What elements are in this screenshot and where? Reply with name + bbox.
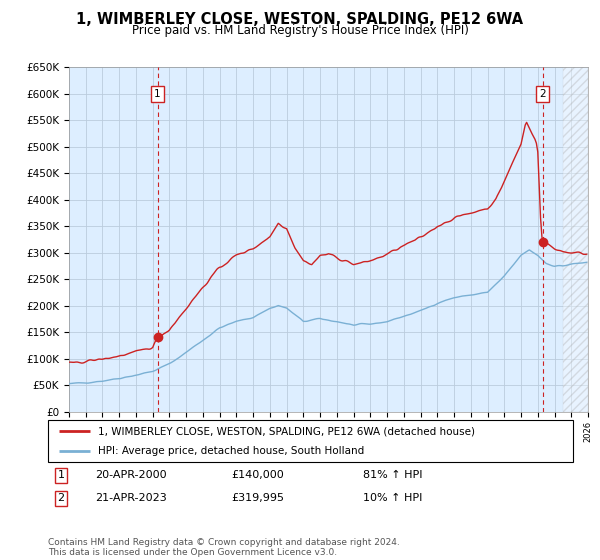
Text: 1, WIMBERLEY CLOSE, WESTON, SPALDING, PE12 6WA: 1, WIMBERLEY CLOSE, WESTON, SPALDING, PE… [76,12,524,27]
Text: 1, WIMBERLEY CLOSE, WESTON, SPALDING, PE12 6WA (detached house): 1, WIMBERLEY CLOSE, WESTON, SPALDING, PE… [98,426,475,436]
Text: 1: 1 [58,470,65,480]
Text: 10% ↑ HPI: 10% ↑ HPI [363,493,422,503]
Text: 2: 2 [539,88,546,99]
Text: £319,995: £319,995 [232,493,285,503]
Text: 2: 2 [58,493,65,503]
Text: 81% ↑ HPI: 81% ↑ HPI [363,470,422,480]
Text: HPI: Average price, detached house, South Holland: HPI: Average price, detached house, Sout… [98,446,364,456]
Text: Contains HM Land Registry data © Crown copyright and database right 2024.
This d: Contains HM Land Registry data © Crown c… [48,538,400,557]
Text: 1: 1 [154,88,161,99]
Text: 20-APR-2000: 20-APR-2000 [95,470,167,480]
Bar [563,67,588,412]
Text: 21-APR-2023: 21-APR-2023 [95,493,167,503]
Text: £140,000: £140,000 [232,470,284,480]
Text: Price paid vs. HM Land Registry's House Price Index (HPI): Price paid vs. HM Land Registry's House … [131,24,469,37]
